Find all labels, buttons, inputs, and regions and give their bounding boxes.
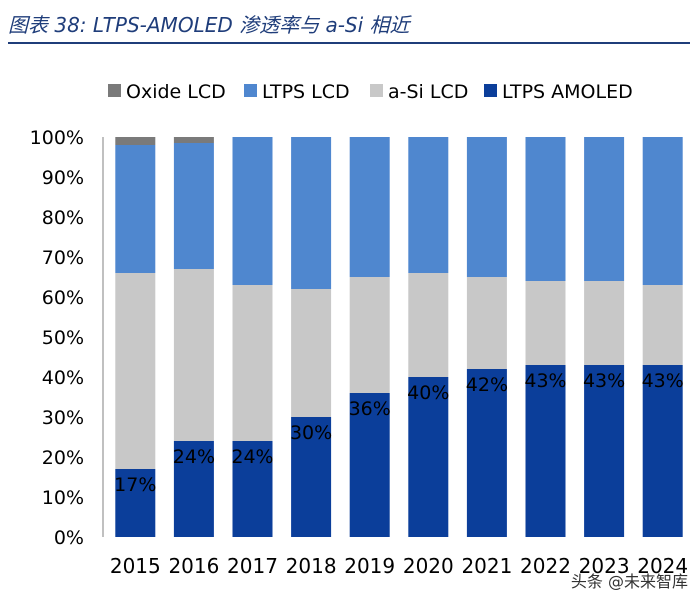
legend-swatch <box>484 84 497 97</box>
bar-segment-ltps-lcd <box>466 137 507 277</box>
bar-segment-ltps-lcd <box>349 137 390 277</box>
title-bar: 图表 38: LTPS-AMOLED 渗透率与 a-Si 相近 <box>0 0 700 44</box>
y-tick-label: 0% <box>54 527 84 549</box>
watermark: 头条 @未来智库 <box>570 572 688 591</box>
bar-segment-a-si-lcd <box>349 277 390 393</box>
bar-segment-ltps-lcd <box>525 137 566 281</box>
y-tick-label: 70% <box>42 247 84 269</box>
x-tick-label: 2020 <box>403 554 454 578</box>
y-tick-label: 20% <box>42 447 84 469</box>
x-tick-label: 2016 <box>168 554 219 578</box>
data-label: 43% <box>642 370 684 392</box>
title-rule <box>8 42 690 44</box>
bar-segment-ltps-lcd <box>291 137 332 289</box>
bar-segment-ltps-amoled <box>115 469 156 537</box>
x-tick-label: 2022 <box>520 554 571 578</box>
x-tick-label: 2021 <box>461 554 512 578</box>
figure-title: 图表 38: LTPS-AMOLED 渗透率与 a-Si 相近 <box>8 13 410 37</box>
y-tick-label: 30% <box>42 407 84 429</box>
bar-segment-ltps-amoled <box>232 441 273 537</box>
legend-swatch <box>370 84 383 97</box>
bar-segment-ltps-lcd <box>173 143 214 269</box>
bar-segment-a-si-lcd <box>584 281 625 365</box>
legend-label: Oxide LCD <box>126 81 226 103</box>
bar-segment-a-si-lcd <box>173 269 214 441</box>
data-label: 40% <box>407 382 449 404</box>
bar-segment-ltps-lcd <box>584 137 625 281</box>
data-label: 17% <box>114 474 156 496</box>
bar-segment-ltps-amoled <box>466 369 507 537</box>
legend-label: a-Si LCD <box>388 81 468 103</box>
bar-segment-oxide-lcd <box>115 137 156 145</box>
y-tick-label: 60% <box>42 287 84 309</box>
bar-segment-ltps-amoled <box>584 365 625 537</box>
x-tick-label: 2018 <box>286 554 337 578</box>
data-label: 43% <box>583 370 625 392</box>
y-tick-label: 80% <box>42 207 84 229</box>
y-tick-label: 100% <box>30 127 84 149</box>
bar-segment-ltps-amoled <box>291 417 332 537</box>
bar-segment-ltps-lcd <box>115 145 156 273</box>
data-label: 24% <box>231 446 273 468</box>
bar-segment-ltps-amoled <box>349 393 390 537</box>
x-tick-label: 2019 <box>344 554 395 578</box>
bar-segment-ltps-amoled <box>525 365 566 537</box>
data-label: 36% <box>349 398 391 420</box>
bar-segment-ltps-amoled <box>408 377 449 537</box>
bar-segment-a-si-lcd <box>642 285 683 365</box>
bar-segment-ltps-amoled <box>642 365 683 537</box>
bar-segment-a-si-lcd <box>115 273 156 469</box>
bar-segment-ltps-lcd <box>642 137 683 285</box>
bar-segment-a-si-lcd <box>466 277 507 369</box>
x-tick-label: 2017 <box>227 554 278 578</box>
legend-swatch <box>244 84 257 97</box>
y-tick-label: 40% <box>42 367 84 389</box>
x-tick-label: 2015 <box>110 554 161 578</box>
data-label: 30% <box>290 422 332 444</box>
y-tick-label: 10% <box>42 487 84 509</box>
bar-segment-ltps-lcd <box>232 137 273 285</box>
data-label: 24% <box>173 446 215 468</box>
bar-segment-ltps-lcd <box>408 137 449 273</box>
bar-segment-a-si-lcd <box>232 285 273 441</box>
bar-segment-a-si-lcd <box>408 273 449 377</box>
data-label: 42% <box>466 374 508 396</box>
data-label: 43% <box>524 370 566 392</box>
legend-swatch <box>108 84 121 97</box>
y-tick-label: 50% <box>42 327 84 349</box>
legend-label: LTPS AMOLED <box>502 81 633 103</box>
bar-segment-a-si-lcd <box>291 289 332 417</box>
x-tick-label: 2024 <box>637 554 688 578</box>
y-tick-label: 90% <box>42 167 84 189</box>
bar-segment-a-si-lcd <box>525 281 566 365</box>
x-tick-label: 2023 <box>579 554 630 578</box>
legend-label: LTPS LCD <box>262 81 350 103</box>
bar-segment-ltps-amoled <box>173 441 214 537</box>
bar-segment-oxide-lcd <box>173 137 214 143</box>
